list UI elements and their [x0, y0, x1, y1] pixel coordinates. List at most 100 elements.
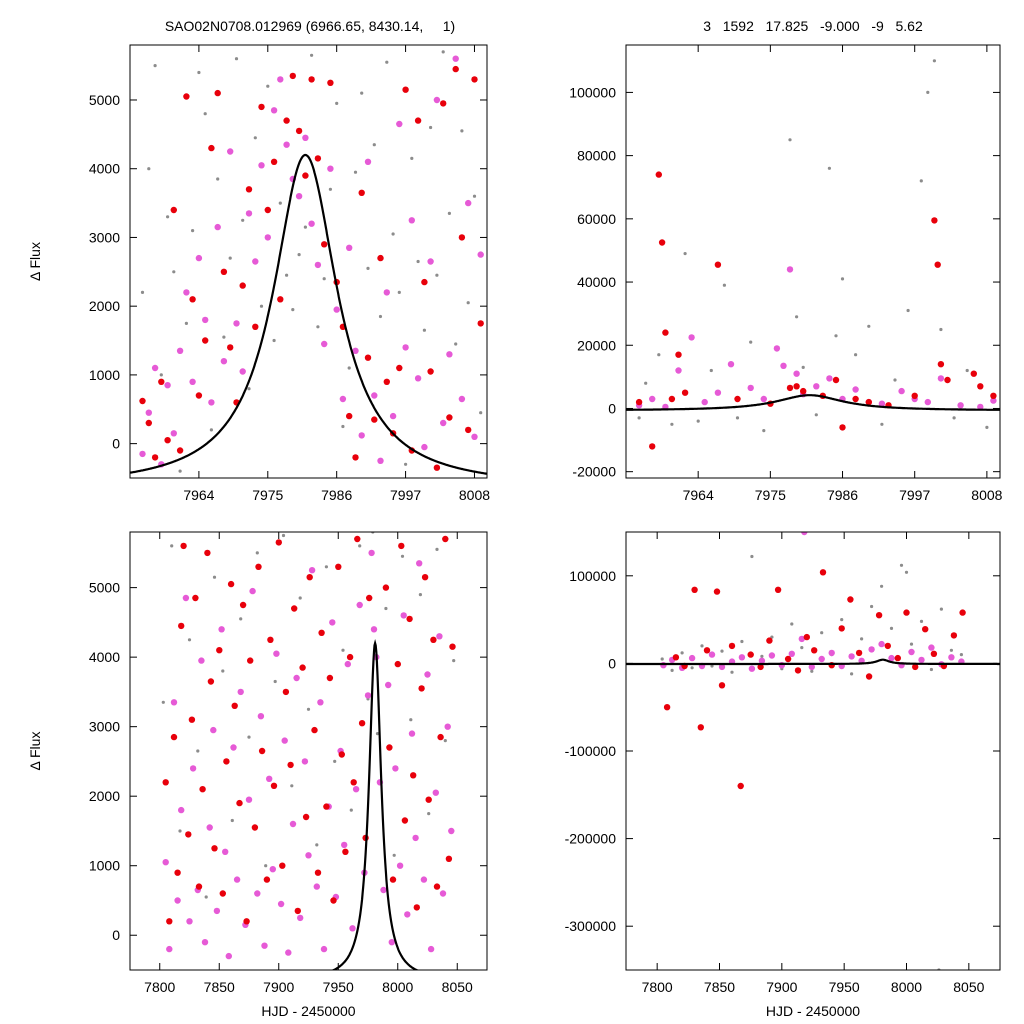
- y-tick-label: 20000: [577, 337, 616, 353]
- data-point-magenta: [281, 737, 288, 744]
- data-point-red: [396, 364, 403, 372]
- data-point-red: [350, 779, 357, 786]
- data-point-magenta: [162, 859, 169, 866]
- panel-top-right: 7964 7975 7986 7997 8008 -20000 0 20000 40000 600…: [569, 44, 1003, 503]
- data-point-magenta: [427, 945, 435, 953]
- data-point-red: [258, 103, 265, 111]
- data-point-magenta: [416, 560, 423, 567]
- y-tick-label: 100000: [569, 84, 616, 100]
- data-point-gray: [273, 679, 277, 684]
- data-point-gray: [750, 554, 754, 559]
- data-point-red: [311, 726, 318, 734]
- data-point-magenta: [878, 640, 885, 648]
- data-point-red: [247, 657, 254, 664]
- data-point-gray: [965, 368, 969, 373]
- data-point-red: [342, 848, 349, 855]
- data-point-gray: [443, 739, 447, 743]
- data-point-magenta: [826, 375, 833, 382]
- data-point-magenta: [848, 653, 855, 660]
- data-point-gray: [959, 653, 964, 657]
- data-point-red: [208, 144, 215, 152]
- model-curve: [130, 153, 487, 475]
- data-point-magenta: [888, 654, 895, 662]
- data-point-gray: [209, 428, 213, 432]
- data-point-red: [346, 653, 354, 661]
- data-point-gray: [680, 651, 684, 655]
- data-point-magenta: [341, 841, 348, 849]
- data-point-red: [279, 862, 286, 869]
- data-point-red: [663, 704, 671, 711]
- model-curve: [626, 658, 1000, 666]
- y-tick-label: 3000: [89, 229, 120, 245]
- data-point-red: [366, 594, 373, 602]
- series-magenta: [139, 55, 484, 468]
- data-point-red: [236, 799, 243, 807]
- data-point-magenta: [277, 900, 285, 908]
- data-point-gray: [203, 112, 207, 116]
- data-point-magenta: [214, 223, 221, 231]
- data-point-red: [668, 395, 676, 403]
- data-point-red: [158, 378, 165, 385]
- data-point-magenta: [368, 549, 375, 557]
- data-point-red: [931, 217, 938, 224]
- data-point-gray: [696, 419, 700, 423]
- data-point-red: [195, 392, 203, 399]
- data-point-red: [220, 268, 228, 275]
- data-point-gray: [392, 853, 396, 857]
- data-point-red: [178, 622, 185, 630]
- data-point-gray: [264, 864, 268, 868]
- data-point-gray: [870, 604, 874, 609]
- data-point-red: [894, 654, 901, 662]
- data-point-magenta: [446, 351, 453, 358]
- data-point-gray: [867, 324, 871, 328]
- data-point-magenta: [400, 612, 407, 619]
- data-point-gray: [391, 232, 395, 236]
- data-point-magenta: [396, 862, 404, 869]
- data-point-red: [800, 387, 807, 395]
- data-point-magenta: [465, 199, 472, 207]
- data-point-gray: [353, 170, 358, 174]
- data-point-magenta: [273, 650, 280, 657]
- data-point-red: [757, 663, 764, 671]
- data-point-red: [471, 76, 478, 83]
- y-tick-label: 60000: [577, 211, 616, 227]
- y-tick-label: -100000: [565, 743, 617, 759]
- data-point-magenta: [349, 925, 356, 932]
- data-point-red: [166, 918, 173, 925]
- data-point-gray: [204, 895, 208, 899]
- data-point-red: [295, 127, 303, 135]
- data-point-magenta: [364, 158, 372, 165]
- data-point-magenta: [452, 55, 459, 62]
- data-point-red: [326, 674, 334, 682]
- data-point-gray: [239, 617, 243, 621]
- data-point-magenta: [321, 340, 328, 348]
- data-point-magenta: [748, 665, 756, 672]
- data-point-red: [433, 464, 441, 471]
- data-point-magenta: [308, 220, 315, 227]
- data-point-red: [291, 605, 298, 612]
- data-point-magenta: [440, 419, 447, 427]
- x-tick-label: 7800: [144, 979, 175, 995]
- data-point-gray: [720, 649, 724, 653]
- series-magenta: [635, 266, 997, 411]
- data-point-gray: [441, 50, 445, 54]
- data-point-red: [170, 733, 178, 741]
- data-point-gray: [290, 784, 294, 788]
- data-point-red: [421, 278, 428, 286]
- data-point-magenta: [182, 594, 190, 602]
- data-point-gray: [827, 166, 832, 170]
- data-point-gray: [297, 253, 301, 257]
- data-point-gray: [466, 301, 470, 305]
- data-point-gray: [429, 125, 433, 130]
- data-point-gray: [247, 387, 251, 391]
- data-point-magenta: [189, 378, 196, 385]
- data-point-magenta: [768, 652, 776, 659]
- data-point-gray: [952, 416, 956, 420]
- data-point-magenta: [344, 660, 351, 668]
- data-point-magenta: [918, 656, 925, 664]
- data-point-gray: [404, 462, 408, 466]
- data-point-gray: [919, 619, 924, 624]
- data-point-red: [655, 171, 662, 178]
- data-point-magenta: [370, 626, 378, 633]
- data-point-red: [364, 354, 372, 361]
